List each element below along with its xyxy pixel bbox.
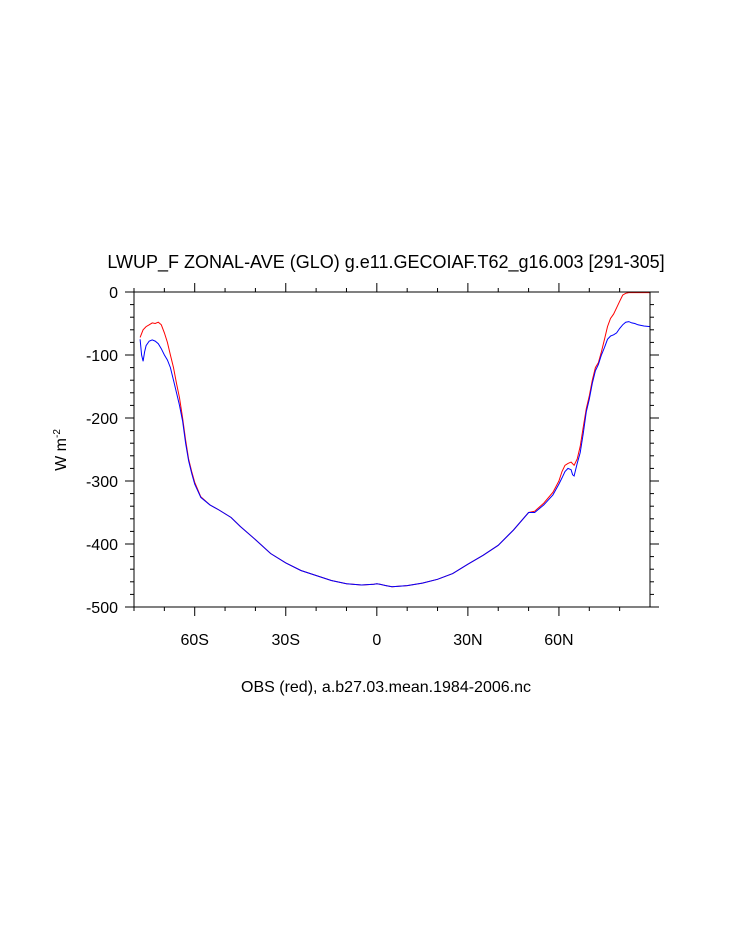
x-tick-label: 30N bbox=[453, 632, 482, 649]
y-tick-label: -300 bbox=[86, 474, 118, 491]
y-tick-label: -100 bbox=[86, 348, 118, 365]
x-tick-label: 60N bbox=[544, 632, 573, 649]
series-line-1 bbox=[139, 321, 651, 588]
y-axis-ticks: 0 -100 -200 -300 -400 -500 bbox=[86, 285, 659, 617]
series-line-0 bbox=[139, 292, 650, 588]
y-axis-label-main: W m bbox=[53, 438, 70, 471]
y-tick-label: 0 bbox=[109, 285, 118, 302]
y-axis-label-exponent: -2 bbox=[52, 429, 63, 438]
y-tick-label: -200 bbox=[86, 411, 118, 428]
x-tick-label: 60S bbox=[180, 632, 208, 649]
x-tick-label: 0 bbox=[372, 632, 381, 649]
plot-frame bbox=[133, 291, 651, 608]
y-axis-label: W m-2 bbox=[52, 429, 70, 471]
x-axis-ticks: 60S 30S 0 30N 60N bbox=[133, 283, 621, 649]
y-tick-label: -400 bbox=[86, 537, 118, 554]
chart-title: LWUP_F ZONAL-AVE (GLO) g.e11.GECOIAF.T62… bbox=[107, 252, 664, 273]
y-tick-label: -500 bbox=[86, 600, 118, 617]
x-axis-label: OBS (red), a.b27.03.mean.1984-2006.nc bbox=[241, 679, 531, 696]
x-tick-label: 30S bbox=[272, 632, 300, 649]
series-group bbox=[139, 292, 651, 588]
